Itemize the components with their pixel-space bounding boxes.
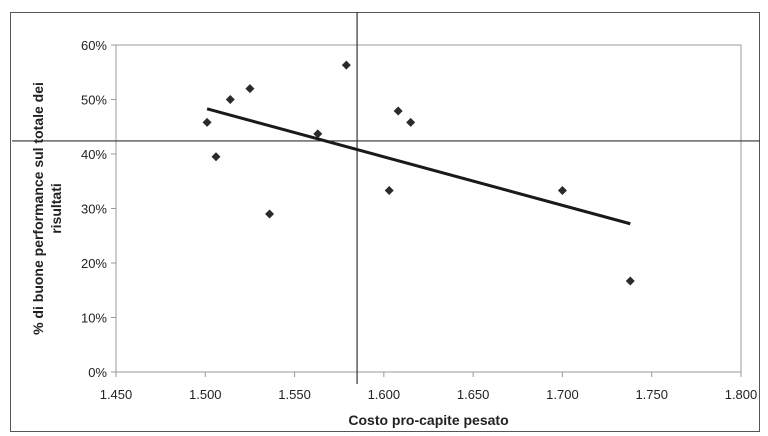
axes — [111, 44, 742, 377]
y-axis-title-line-2: risultati — [48, 183, 64, 234]
x-tick-label: 1.450 — [100, 387, 133, 402]
trendline-group — [206, 107, 631, 226]
x-axis-title: Costo pro-capite pesato — [348, 412, 508, 428]
plot-area — [115, 44, 742, 373]
data-point — [265, 209, 275, 219]
data-point — [406, 117, 416, 127]
data-point — [393, 106, 403, 116]
data-point — [202, 117, 212, 127]
y-tick-label: 40% — [81, 147, 107, 162]
y-tick-label: 50% — [81, 93, 107, 108]
y-tick-label: 20% — [81, 256, 107, 271]
y-tick-label: 60% — [81, 38, 107, 53]
reference-lines — [12, 12, 760, 384]
y-tick-label: 10% — [81, 311, 107, 326]
data-point — [341, 60, 351, 70]
x-tick-label: 1.750 — [635, 387, 668, 402]
y-tick-label: 0% — [88, 365, 107, 380]
data-point — [211, 152, 221, 162]
x-tick-label: 1.500 — [189, 387, 222, 402]
data-point — [557, 186, 567, 196]
data-point — [625, 276, 635, 286]
y-axis-title-line-1: % di buone performance sul totale dei — [30, 82, 46, 335]
x-tick-label: 1.600 — [368, 387, 401, 402]
data-point — [384, 186, 394, 196]
tick-labels: 1.450 1.500 1.550 1.600 1.650 1.700 1.750 1.800… — [81, 38, 757, 402]
chart-frame — [10, 12, 760, 432]
data-point — [245, 84, 255, 94]
y-tick-label: 30% — [81, 202, 107, 217]
data-points — [202, 60, 635, 286]
x-tick-label: 1.650 — [457, 387, 490, 402]
x-tick-label: 1.800 — [725, 387, 758, 402]
x-tick-label: 1.700 — [546, 387, 579, 402]
data-point — [313, 129, 323, 139]
x-tick-label: 1.550 — [278, 387, 311, 402]
trendline — [206, 107, 631, 226]
data-point — [225, 95, 235, 104]
